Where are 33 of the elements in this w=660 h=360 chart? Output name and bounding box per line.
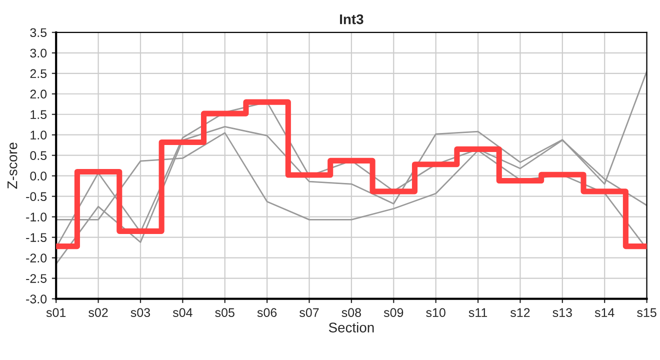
x-tick-label: s03 [130, 308, 150, 318]
x-tick-label: s04 [172, 308, 192, 318]
y-tick-label: 2.0 [30, 90, 47, 99]
y-tick-label: 3.0 [30, 48, 47, 58]
x-tick-label: s10 [426, 308, 446, 318]
x-tick-label: s07 [300, 308, 319, 318]
x-tick-label: s09 [384, 308, 404, 318]
x-tick-label: s12 [510, 308, 530, 318]
x-tick-label: s13 [552, 308, 572, 318]
x-tick-label: s06 [257, 308, 277, 318]
x-tick-label: s11 [468, 308, 488, 318]
x-axis-title: Section [328, 322, 374, 332]
x-tick-label: s14 [594, 308, 614, 318]
y-tick-label: -1.5 [26, 233, 47, 242]
y-tick-label: -3.0 [26, 294, 47, 304]
chart-title: Int3 [340, 14, 364, 24]
y-tick-label: -2.5 [26, 274, 47, 283]
y-tick-label: 1.5 [30, 110, 47, 120]
y-tick-label: 1.0 [30, 130, 47, 140]
x-tick-label: s02 [88, 308, 108, 318]
x-tick-label: s01 [46, 308, 66, 318]
y-tick-label: -2.0 [26, 254, 47, 262]
x-tick-label: s15 [637, 308, 656, 318]
y-tick-label: -1.0 [26, 212, 47, 222]
y-axis-title: Z-score [8, 142, 18, 189]
line-series [56, 70, 647, 265]
y-tick-label: 2.5 [30, 69, 47, 78]
y-tick-label: -0.5 [26, 192, 47, 201]
y-tick-label: 3.5 [30, 28, 47, 38]
y-tick-label: 0.5 [30, 151, 47, 160]
x-tick-label: s05 [215, 308, 234, 318]
y-tick-label: 0.0 [30, 172, 47, 180]
x-tick-label: s08 [342, 308, 361, 318]
